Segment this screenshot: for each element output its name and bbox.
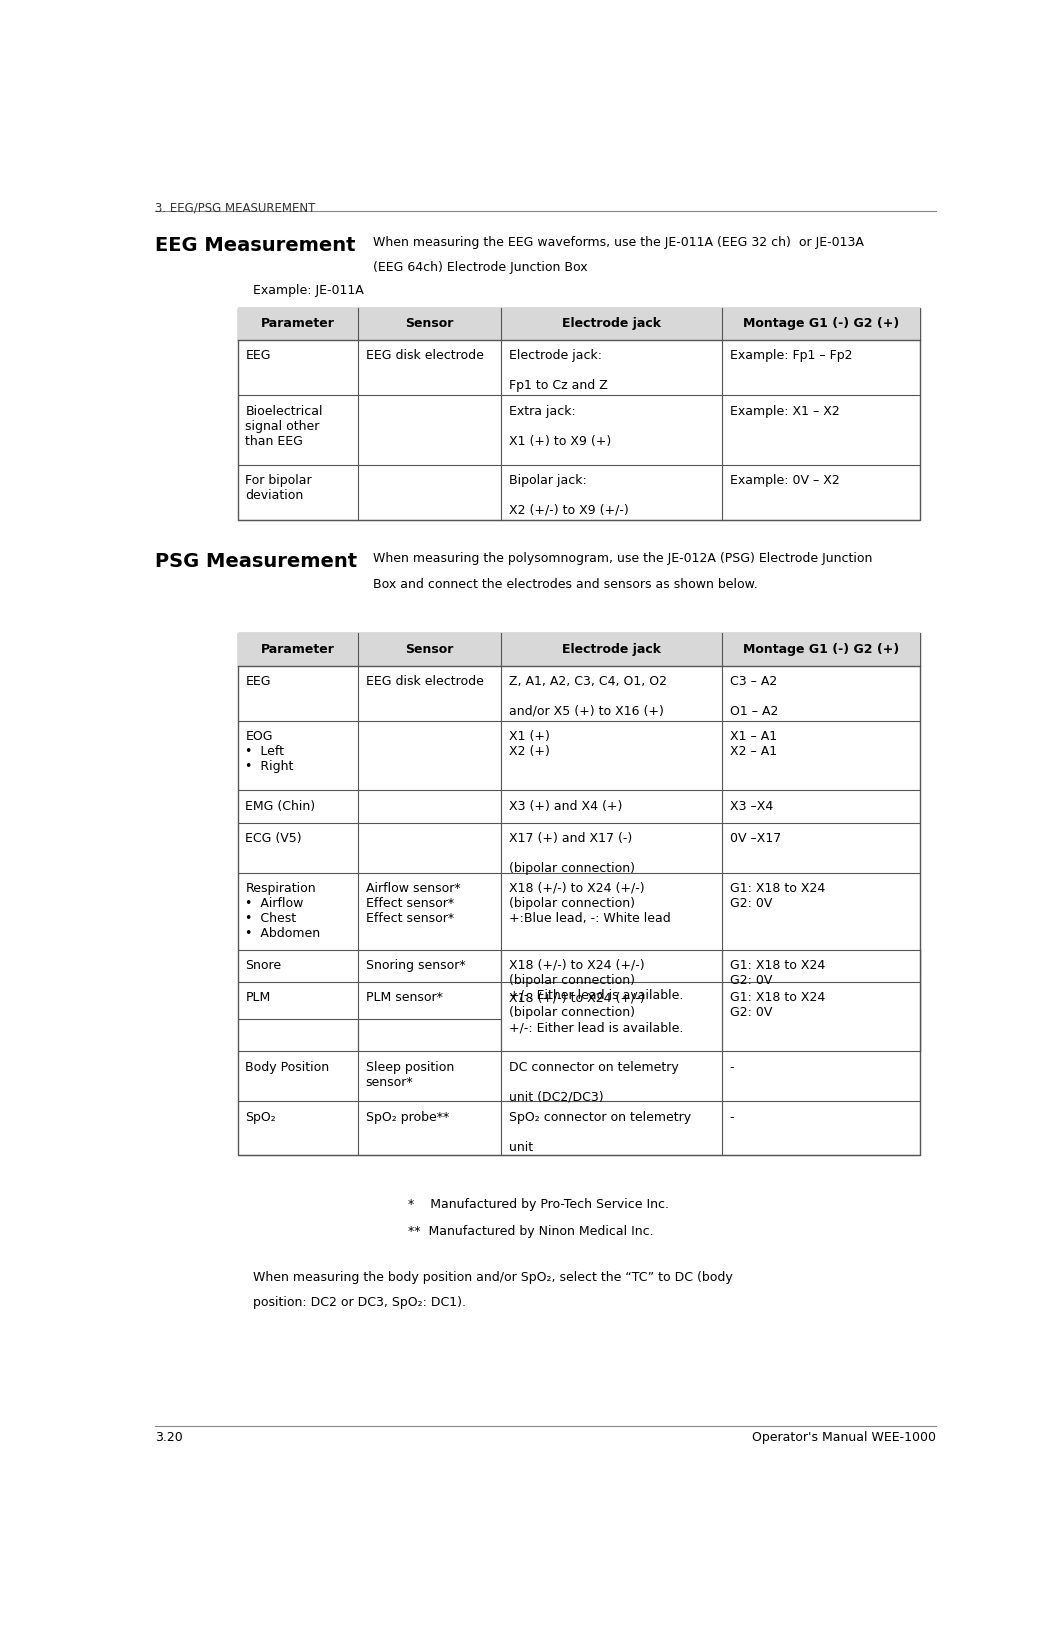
- Text: Example: Fp1 – Fp2: Example: Fp1 – Fp2: [730, 349, 852, 362]
- Text: G1: X18 to X24
G2: 0V: G1: X18 to X24 G2: 0V: [730, 882, 825, 910]
- Text: Example: X1 – X2: Example: X1 – X2: [730, 405, 839, 418]
- Text: *    Manufactured by Pro-Tech Service Inc.: * Manufactured by Pro-Tech Service Inc.: [409, 1198, 669, 1211]
- Text: PLM sensor*: PLM sensor*: [366, 992, 443, 1005]
- Text: EEG: EEG: [246, 675, 271, 688]
- Text: EEG: EEG: [246, 349, 271, 362]
- Text: EEG disk electrode: EEG disk electrode: [366, 349, 483, 362]
- Text: position: DC2 or DC3, SpO₂: DC1).: position: DC2 or DC3, SpO₂: DC1).: [253, 1296, 466, 1310]
- Text: Airflow sensor*
Effect sensor*
Effect sensor*: Airflow sensor* Effect sensor* Effect se…: [366, 882, 460, 924]
- Text: Z, A1, A2, C3, C4, O1, O2

and/or X5 (+) to X16 (+): Z, A1, A2, C3, C4, O1, O2 and/or X5 (+) …: [509, 675, 667, 718]
- Text: Electrode jack: Electrode jack: [562, 318, 661, 329]
- Bar: [237, 633, 919, 1155]
- Text: SpO₂ probe**: SpO₂ probe**: [366, 1111, 449, 1124]
- Text: Sensor: Sensor: [405, 318, 453, 329]
- Text: EOG
•  Left
•  Right: EOG • Left • Right: [246, 731, 294, 774]
- Bar: [237, 308, 919, 339]
- Text: Montage G1 (-) G2 (+): Montage G1 (-) G2 (+): [743, 642, 899, 656]
- Text: PLM: PLM: [246, 992, 270, 1005]
- Text: EMG (Chin): EMG (Chin): [246, 800, 316, 813]
- Text: 3. EEG/PSG MEASUREMENT: 3. EEG/PSG MEASUREMENT: [154, 202, 315, 215]
- Text: PSG Measurement: PSG Measurement: [154, 552, 356, 572]
- Text: Operator's Manual WEE-1000: Operator's Manual WEE-1000: [752, 1431, 936, 1444]
- Text: X3 (+) and X4 (+): X3 (+) and X4 (+): [509, 800, 622, 813]
- Text: X1 – A1
X2 – A1: X1 – A1 X2 – A1: [730, 731, 777, 759]
- Text: 3.20: 3.20: [154, 1431, 182, 1444]
- Text: ECG (V5): ECG (V5): [246, 833, 302, 846]
- Text: SpO₂: SpO₂: [246, 1111, 277, 1124]
- Text: Bipolar jack:

X2 (+/-) to X9 (+/-): Bipolar jack: X2 (+/-) to X9 (+/-): [509, 474, 629, 516]
- Text: When measuring the EEG waveforms, use the JE-011A (EEG 32 ch)  or JE-013A: When measuring the EEG waveforms, use th…: [373, 236, 864, 249]
- Text: Electrode jack:

Fp1 to Cz and Z: Electrode jack: Fp1 to Cz and Z: [509, 349, 608, 392]
- Text: Montage G1 (-) G2 (+): Montage G1 (-) G2 (+): [743, 318, 899, 329]
- Text: When measuring the body position and/or SpO₂, select the “TC” to DC (body: When measuring the body position and/or …: [253, 1270, 733, 1283]
- Text: Body Position: Body Position: [246, 1060, 330, 1074]
- Text: X18 (+/-) to X24 (+/-)
(bipolar connection)
+/-: Either lead is available.: X18 (+/-) to X24 (+/-) (bipolar connecti…: [509, 992, 683, 1034]
- Text: Snore: Snore: [246, 959, 282, 972]
- Bar: [237, 633, 919, 665]
- Text: When measuring the polysomnogram, use the JE-012A (PSG) Electrode Junction: When measuring the polysomnogram, use th…: [373, 552, 872, 565]
- Text: Parameter: Parameter: [261, 318, 334, 329]
- Text: Snoring sensor*: Snoring sensor*: [366, 959, 465, 972]
- Text: Sleep position
sensor*: Sleep position sensor*: [366, 1060, 453, 1088]
- Text: Respiration
•  Airflow
•  Chest
•  Abdomen: Respiration • Airflow • Chest • Abdomen: [246, 882, 320, 941]
- Text: 0V –X17: 0V –X17: [730, 833, 781, 846]
- Bar: [237, 308, 919, 520]
- Text: Bioelectrical
signal other
than EEG: Bioelectrical signal other than EEG: [246, 405, 322, 447]
- Text: -: -: [730, 1111, 734, 1124]
- Text: Extra jack:

X1 (+) to X9 (+): Extra jack: X1 (+) to X9 (+): [509, 405, 611, 447]
- Text: Example: 0V – X2: Example: 0V – X2: [730, 474, 839, 487]
- Text: SpO₂ connector on telemetry

unit: SpO₂ connector on telemetry unit: [509, 1111, 691, 1154]
- Text: Box and connect the electrodes and sensors as shown below.: Box and connect the electrodes and senso…: [373, 579, 758, 590]
- Bar: [722, 949, 919, 1051]
- Text: DC connector on telemetry

unit (DC2/DC3): DC connector on telemetry unit (DC2/DC3): [509, 1060, 679, 1103]
- Text: X1 (+)
X2 (+): X1 (+) X2 (+): [509, 731, 550, 759]
- Bar: [501, 1019, 919, 1051]
- Text: X17 (+) and X17 (-)

(bipolar connection): X17 (+) and X17 (-) (bipolar connection): [509, 833, 635, 875]
- Bar: [501, 949, 722, 1051]
- Text: Parameter: Parameter: [261, 642, 334, 656]
- Text: For bipolar
deviation: For bipolar deviation: [246, 474, 312, 502]
- Text: C3 – A2

O1 – A2: C3 – A2 O1 – A2: [730, 675, 778, 718]
- Text: X18 (+/-) to X24 (+/-)
(bipolar connection)
+/-: Either lead is available.: X18 (+/-) to X24 (+/-) (bipolar connecti…: [509, 959, 683, 1001]
- Text: X18 (+/-) to X24 (+/-)
(bipolar connection)
+:Blue lead, -: White lead: X18 (+/-) to X24 (+/-) (bipolar connecti…: [509, 882, 670, 924]
- Text: Electrode jack: Electrode jack: [562, 642, 661, 656]
- Text: EEG Measurement: EEG Measurement: [154, 236, 355, 256]
- Text: EEG disk electrode: EEG disk electrode: [366, 675, 483, 688]
- Text: Example: JE-011A: Example: JE-011A: [253, 285, 364, 297]
- Text: G1: X18 to X24
G2: 0V: G1: X18 to X24 G2: 0V: [730, 959, 825, 987]
- Text: -: -: [730, 1060, 734, 1074]
- Text: **  Manufactured by Ninon Medical Inc.: ** Manufactured by Ninon Medical Inc.: [409, 1224, 653, 1237]
- Text: G1: X18 to X24
G2: 0V: G1: X18 to X24 G2: 0V: [730, 992, 825, 1019]
- Text: Sensor: Sensor: [405, 642, 453, 656]
- Text: (EEG 64ch) Electrode Junction Box: (EEG 64ch) Electrode Junction Box: [373, 261, 588, 274]
- Text: X3 –X4: X3 –X4: [730, 800, 774, 813]
